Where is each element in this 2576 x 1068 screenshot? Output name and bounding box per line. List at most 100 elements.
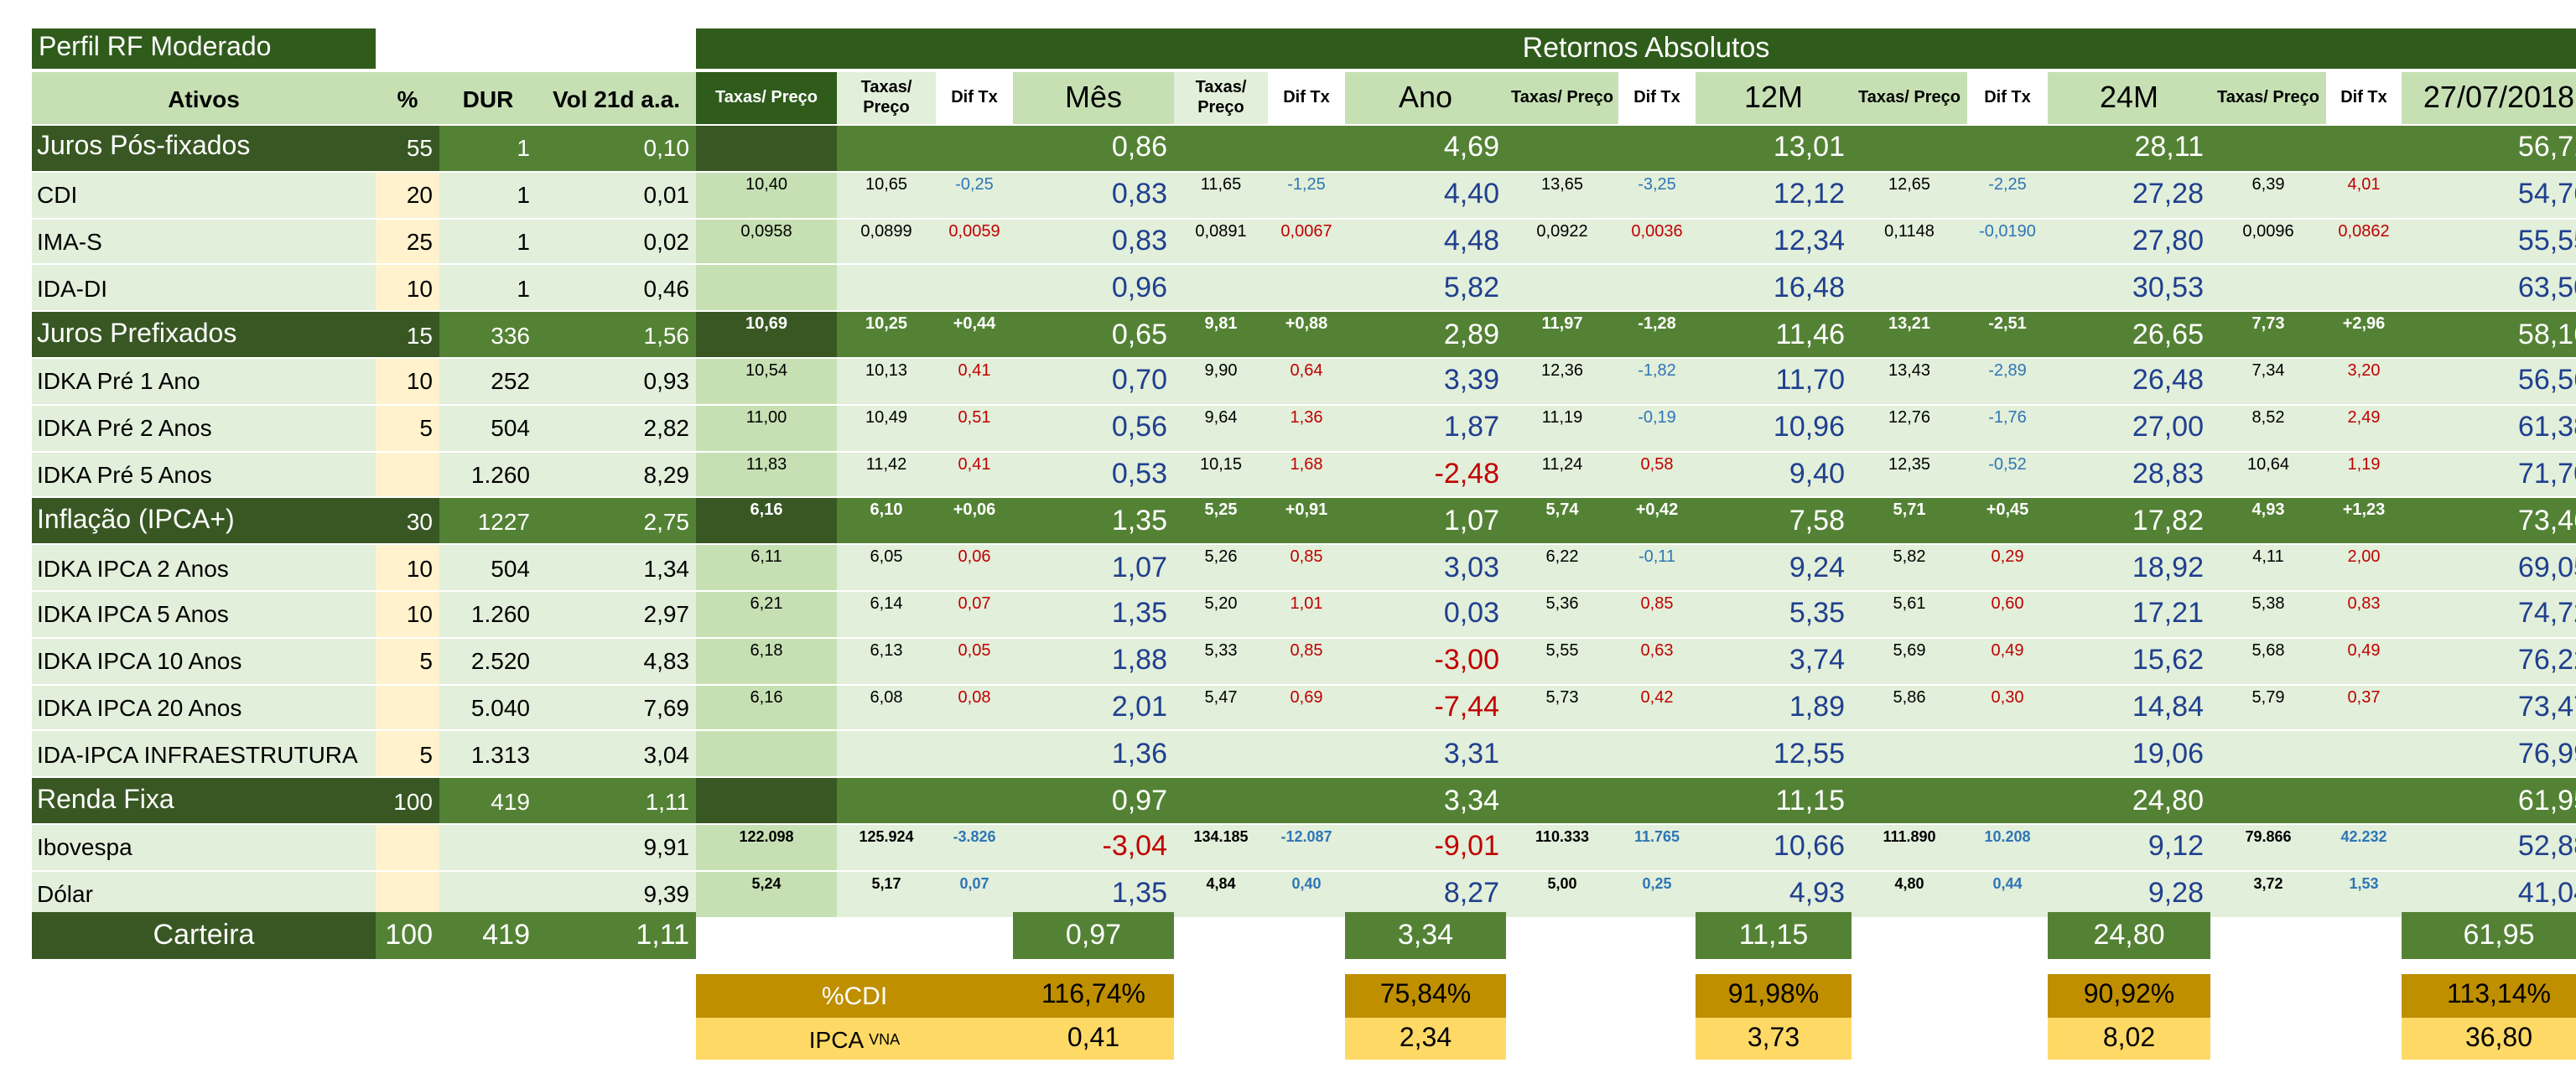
taxa-preco: 0,0096 [2242, 222, 2294, 241]
taxa-preco: 0,0891 [1195, 222, 1247, 241]
ipca-label-sup: VNA [869, 1030, 901, 1047]
asset-vol: 0,93 [643, 367, 690, 395]
return-m24: 27,00 [2132, 411, 2204, 443]
dif-tx: 0,58 [1640, 455, 1674, 474]
taxa-preco [2210, 266, 2326, 311]
asset-dur: 336 [491, 321, 530, 349]
row-band [32, 778, 2576, 823]
dif-tx: 1,19 [2347, 455, 2381, 474]
asset-name: Juros Prefixados [32, 312, 376, 357]
asset-name: IDA-DI [37, 274, 107, 302]
asset-dur: 1 [517, 274, 530, 302]
asset-pct: 5 [376, 405, 439, 451]
taxa-preco: 6,10 [870, 501, 903, 521]
asset-name: IDKA IPCA 20 Anos [37, 693, 242, 721]
header-taxas-preco: Taxas/ Preço [696, 72, 837, 124]
return-ano: 0,03 [1443, 597, 1499, 630]
taxa-preco: 5,86 [1893, 688, 1926, 708]
return-tot: 73,46 [2517, 504, 2576, 537]
ipca-tot: 36,80 [2402, 1018, 2576, 1060]
taxa-preco: 11,83 [696, 452, 837, 497]
dif-tx: 0,63 [1640, 641, 1674, 661]
dif-tx: +1,23 [2342, 501, 2386, 521]
asset-pct: 100 [376, 778, 439, 823]
taxa-preco: 13,65 [1540, 175, 1584, 194]
asset-vol: 7,69 [643, 693, 690, 721]
dif-tx: 0,08 [958, 688, 991, 708]
dif-tx: 42.232 [2340, 828, 2387, 845]
return-m24: 19,06 [2132, 737, 2204, 770]
return-ano: -7,44 [1434, 690, 1500, 723]
return-m12: 13,01 [1773, 131, 1845, 163]
dif-tx [1268, 126, 1345, 171]
taxa-preco [696, 731, 837, 777]
taxa-preco [2210, 126, 2326, 171]
header-pct: % [376, 72, 439, 124]
return-m24: 18,92 [2132, 551, 2204, 583]
taxa-preco: 10,25 [865, 315, 908, 334]
dif-tx: -0,19 [1638, 408, 1676, 428]
carteira-dur: 419 [439, 912, 537, 959]
return-m24: 27,80 [2132, 224, 2204, 257]
return-mes: 1,07 [1111, 551, 1167, 583]
row-band [32, 871, 2576, 917]
dif-tx [1967, 266, 2048, 311]
return-mes: 0,70 [1111, 364, 1167, 397]
dif-tx: -0,52 [1988, 455, 2027, 474]
dif-tx: -2,89 [1988, 362, 2027, 381]
taxa-preco: 125.924 [859, 828, 914, 845]
taxa-preco [1174, 126, 1268, 171]
row-band [32, 545, 2576, 590]
taxa-preco: 134.185 [1193, 828, 1249, 845]
carteira-pct: 100 [376, 912, 439, 959]
dif-tx [936, 126, 1013, 171]
carteira-return-tot: 61,95 [2402, 912, 2576, 959]
carteira-return-mes: 0,97 [1013, 912, 1174, 959]
return-m12: 9,40 [1789, 457, 1845, 490]
taxa-preco: 5,55 [1545, 641, 1579, 661]
header-12m: 12M [1696, 72, 1852, 124]
dif-tx: 0,51 [958, 408, 991, 428]
return-ano: 1,87 [1443, 411, 1499, 443]
asset-pct: 15 [376, 312, 439, 357]
return-mes: 0,96 [1111, 271, 1167, 303]
return-tot: 69,05 [2517, 551, 2576, 583]
dif-tx [936, 732, 1013, 777]
dif-tx: +2,96 [2342, 315, 2386, 334]
return-m12: 11,15 [1775, 784, 1845, 817]
dif-tx: 0,69 [1290, 688, 1323, 708]
dif-tx [1268, 266, 1345, 311]
taxa-preco: 6,18 [696, 638, 837, 684]
asset-dur: 1 [517, 227, 530, 255]
return-m24: 14,84 [2132, 690, 2204, 723]
taxa-preco: 10,13 [865, 362, 908, 381]
dif-tx [1618, 778, 1696, 823]
asset-vol: 3,04 [643, 740, 690, 768]
taxa-preco: 5,82 [1893, 548, 1926, 568]
taxa-preco: 5,25 [1204, 501, 1238, 521]
dif-tx: 0,0036 [1631, 222, 1683, 241]
taxa-preco: 13,43 [1888, 362, 1931, 381]
taxa-preco: 9,81 [1204, 315, 1238, 334]
return-m24: 27,28 [2132, 178, 2204, 210]
dif-tx: +0,06 [953, 501, 996, 521]
taxa-preco: 111.890 [1883, 828, 1936, 845]
return-mes: 1,35 [1111, 504, 1167, 537]
dif-tx: 1,01 [1290, 595, 1323, 614]
returns-title: Retornos Absolutos [696, 29, 2576, 69]
taxa-preco: 5,20 [1204, 595, 1238, 614]
return-m12: 11,70 [1775, 364, 1845, 397]
asset-dur: 1227 [477, 507, 530, 535]
dif-tx: -2,25 [1988, 175, 2027, 194]
return-mes: 0,83 [1111, 224, 1167, 257]
taxa-preco [837, 266, 936, 311]
return-ano: 4,40 [1443, 178, 1499, 210]
dif-tx [1268, 732, 1345, 777]
dif-tx [1967, 732, 2048, 777]
dif-tx: -12.087 [1280, 828, 1332, 845]
dif-tx: -1,25 [1287, 175, 1326, 194]
carteira-return-m24: 24,80 [2048, 912, 2210, 959]
asset-vol: 0,01 [643, 181, 690, 209]
dif-tx: 0,07 [958, 595, 991, 614]
dif-tx: 0,85 [1290, 548, 1323, 568]
